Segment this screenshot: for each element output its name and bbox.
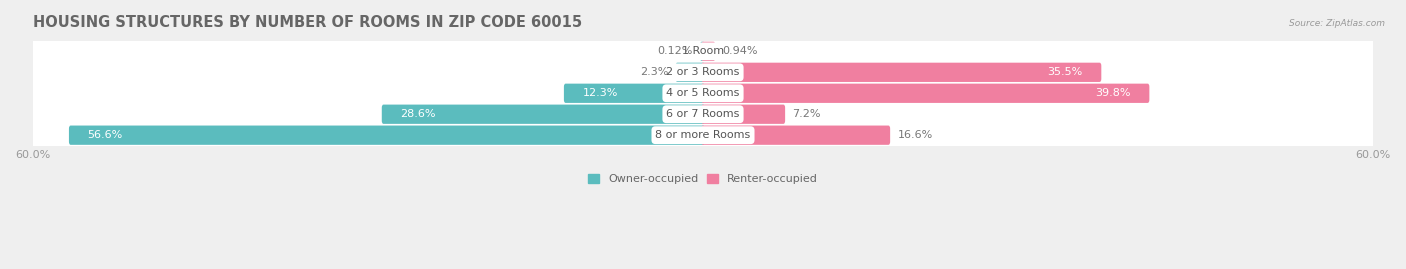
- Text: 7.2%: 7.2%: [793, 109, 821, 119]
- Text: 8 or more Rooms: 8 or more Rooms: [655, 130, 751, 140]
- FancyBboxPatch shape: [31, 97, 1375, 132]
- FancyBboxPatch shape: [31, 76, 1375, 111]
- FancyBboxPatch shape: [702, 63, 1101, 82]
- Text: 2 or 3 Rooms: 2 or 3 Rooms: [666, 67, 740, 77]
- FancyBboxPatch shape: [676, 63, 704, 82]
- Text: HOUSING STRUCTURES BY NUMBER OF ROOMS IN ZIP CODE 60015: HOUSING STRUCTURES BY NUMBER OF ROOMS IN…: [32, 15, 582, 30]
- Text: 28.6%: 28.6%: [401, 109, 436, 119]
- FancyBboxPatch shape: [702, 126, 890, 145]
- FancyBboxPatch shape: [564, 84, 704, 103]
- Text: 35.5%: 35.5%: [1047, 67, 1083, 77]
- Text: 2.3%: 2.3%: [640, 67, 668, 77]
- Text: 16.6%: 16.6%: [897, 130, 932, 140]
- Text: 4 or 5 Rooms: 4 or 5 Rooms: [666, 88, 740, 98]
- Text: 1 Room: 1 Room: [682, 46, 724, 56]
- Text: 39.8%: 39.8%: [1095, 88, 1130, 98]
- FancyBboxPatch shape: [31, 34, 1375, 69]
- Text: 0.12%: 0.12%: [658, 46, 693, 56]
- FancyBboxPatch shape: [702, 42, 716, 61]
- FancyBboxPatch shape: [702, 84, 1149, 103]
- Text: 6 or 7 Rooms: 6 or 7 Rooms: [666, 109, 740, 119]
- Text: Source: ZipAtlas.com: Source: ZipAtlas.com: [1289, 19, 1385, 28]
- Text: 12.3%: 12.3%: [582, 88, 617, 98]
- Legend: Owner-occupied, Renter-occupied: Owner-occupied, Renter-occupied: [588, 174, 818, 184]
- FancyBboxPatch shape: [700, 42, 704, 61]
- FancyBboxPatch shape: [31, 118, 1375, 152]
- FancyBboxPatch shape: [31, 55, 1375, 90]
- FancyBboxPatch shape: [69, 126, 704, 145]
- Text: 56.6%: 56.6%: [87, 130, 122, 140]
- FancyBboxPatch shape: [702, 105, 785, 124]
- FancyBboxPatch shape: [382, 105, 704, 124]
- Text: 0.94%: 0.94%: [723, 46, 758, 56]
